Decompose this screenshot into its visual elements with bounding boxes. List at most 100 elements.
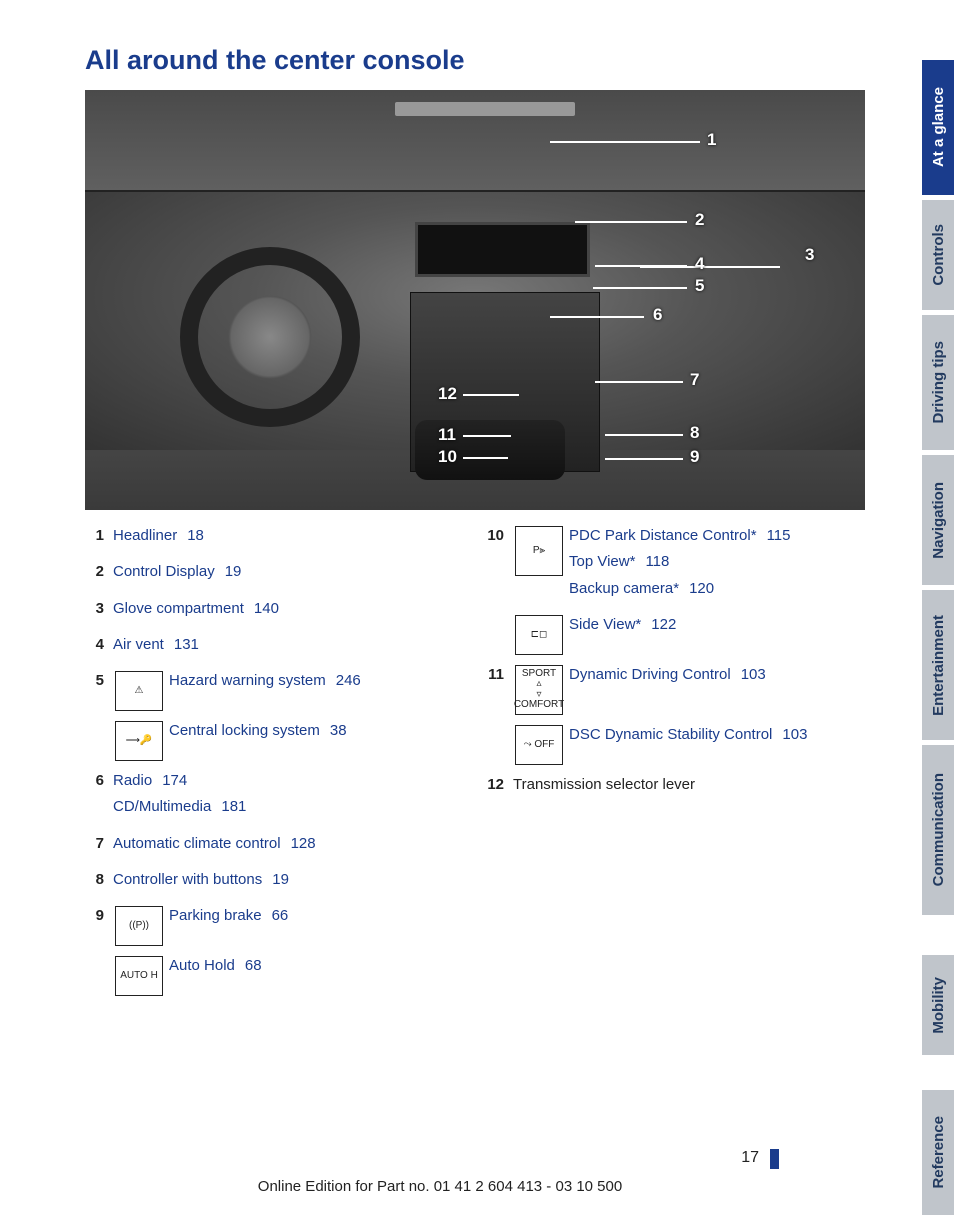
callout-entry[interactable]: PDC Park Distance Control*115 — [569, 526, 865, 546]
section-tab[interactable]: Navigation — [922, 455, 954, 585]
callout-entry[interactable]: Central locking system38 — [169, 721, 465, 741]
callout-item: ⊏◻ Side View*122 — [485, 615, 865, 655]
callout-entry[interactable]: Hazard warning system246 — [169, 671, 465, 691]
tab-label: Driving tips — [930, 341, 947, 424]
callout-entries: Hazard warning system246 — [169, 671, 465, 697]
central-lock-icon: ⟶🔑 — [115, 721, 163, 761]
callout-item: 12Transmission selector lever — [485, 775, 865, 801]
figure-label: 10 — [438, 447, 457, 467]
callout-entries: Radio174 CD/Multimedia181 — [113, 771, 465, 824]
dynamic-drive-icon: SPORT ▵ ▿ COMFORT — [515, 665, 563, 715]
callout-entries: Glove compartment140 — [113, 599, 465, 625]
section-tab[interactable]: Driving tips — [922, 315, 954, 450]
callout-entry: Transmission selector lever — [513, 775, 865, 795]
callout-entry[interactable]: Radio174 — [113, 771, 465, 791]
figure-leader — [593, 287, 687, 289]
tab-label: Communication — [930, 773, 947, 886]
icon-box: ⤳ OFF — [513, 725, 569, 765]
icon-box: AUTO H — [113, 956, 169, 996]
figure-leader — [550, 316, 644, 318]
callout-item: 6Radio174 CD/Multimedia181 — [85, 771, 465, 824]
callout-item: 5⚠Hazard warning system246 — [85, 671, 465, 711]
callout-item: AUTO HAuto Hold68 — [85, 956, 465, 996]
callout-number: 7 — [85, 834, 113, 854]
icon-box: ((P)) — [113, 906, 169, 946]
callout-entry[interactable]: Automatic climate control128 — [113, 834, 465, 854]
callout-number: 10 — [485, 526, 513, 546]
figure-label: 7 — [690, 370, 699, 390]
callout-entry[interactable]: Control Display19 — [113, 562, 465, 582]
tab-label: Controls — [930, 224, 947, 286]
callout-entries: Control Display19 — [113, 562, 465, 588]
figure-label: 6 — [653, 305, 662, 325]
callout-number: 1 — [85, 526, 113, 546]
callout-item: 8Controller with buttons19 — [85, 870, 465, 896]
footer-text: Online Edition for Part no. 01 41 2 604 … — [0, 1178, 880, 1195]
callout-item: 11SPORT ▵ ▿ COMFORT Dynamic Driving Contr… — [485, 665, 865, 715]
icon-box: P⫸ — [513, 526, 569, 576]
callout-item: ⟶🔑 Central locking system38 — [85, 721, 465, 761]
callout-entries: Dynamic Driving Control103 — [569, 665, 865, 691]
callout-entry[interactable]: Headliner18 — [113, 526, 465, 546]
page-title: All around the center console — [85, 45, 865, 76]
callout-number: 12 — [485, 775, 513, 795]
callout-number: 6 — [85, 771, 113, 791]
side-view-icon: ⊏◻ — [515, 615, 563, 655]
tab-label: At a glance — [930, 87, 947, 167]
callout-entries: PDC Park Distance Control*115 Top View*11… — [569, 526, 865, 605]
icon-box: ⊏◻ — [513, 615, 569, 655]
callout-item: 3Glove compartment140 — [85, 599, 465, 625]
callout-entry[interactable]: Top View*118 — [569, 552, 865, 572]
callout-columns: 1Headliner182Control Display193Glove com… — [85, 526, 865, 1006]
callout-entry[interactable]: Dynamic Driving Control103 — [569, 665, 865, 685]
figure-label: 5 — [695, 276, 704, 296]
pdc-icon: P⫸ — [515, 526, 563, 576]
page-number-bar — [770, 1149, 779, 1169]
section-tab[interactable]: Controls — [922, 200, 954, 310]
warning-triangle-icon: ⚠ — [115, 671, 163, 711]
callout-number: 4 — [85, 635, 113, 655]
section-tab[interactable]: Entertainment — [922, 590, 954, 740]
callout-number: 2 — [85, 562, 113, 582]
section-tab[interactable]: Communication — [922, 745, 954, 915]
section-tab[interactable]: Mobility — [922, 955, 954, 1055]
right-callout-column: 10P⫸ PDC Park Distance Control*115 Top Vie… — [485, 526, 865, 1006]
figure-label: 9 — [690, 447, 699, 467]
icon-box: ⚠ — [113, 671, 169, 711]
tab-label: Entertainment — [930, 615, 947, 716]
figure-label: 11 — [438, 425, 456, 445]
callout-item: ⤳ OFF DSC Dynamic Stability Control103 — [485, 725, 865, 765]
figure-leader — [463, 457, 508, 459]
figure-label: 3 — [805, 245, 814, 265]
callout-entry[interactable]: Parking brake66 — [169, 906, 465, 926]
callout-item: 2Control Display19 — [85, 562, 465, 588]
section-tab[interactable]: At a glance — [922, 60, 954, 195]
section-tabs: At a glance Controls Driving tips Navigatio… — [922, 0, 954, 1215]
callout-number: 3 — [85, 599, 113, 619]
callout-entries: Central locking system38 — [169, 721, 465, 747]
parking-brake-icon: ((P)) — [115, 906, 163, 946]
callout-entry[interactable]: Auto Hold68 — [169, 956, 465, 976]
callout-number: 8 — [85, 870, 113, 890]
icon-box: ⟶🔑 — [113, 721, 169, 761]
callout-entries: Air vent131 — [113, 635, 465, 661]
figure-leader — [595, 381, 683, 383]
callout-item: 9((P))Parking brake66 — [85, 906, 465, 946]
callout-entries: Headliner18 — [113, 526, 465, 552]
center-console-figure: 123456789101112 — [85, 90, 865, 510]
callout-entry[interactable]: CD/Multimedia181 — [113, 797, 465, 817]
callout-entry[interactable]: Backup camera*120 — [569, 579, 865, 599]
callout-entry[interactable]: Glove compartment140 — [113, 599, 465, 619]
callout-entry[interactable]: Controller with buttons19 — [113, 870, 465, 890]
dsc-off-icon: ⤳ OFF — [515, 725, 563, 765]
section-tab[interactable]: Reference — [922, 1090, 954, 1215]
callout-entries: Side View*122 — [569, 615, 865, 641]
callout-number: 11 — [485, 665, 513, 685]
tab-label: Navigation — [930, 482, 947, 559]
figure-leader — [550, 141, 700, 143]
callout-entry[interactable]: Side View*122 — [569, 615, 865, 635]
page-number: 17 — [741, 1149, 759, 1167]
callout-entry[interactable]: Air vent131 — [113, 635, 465, 655]
callout-entry[interactable]: DSC Dynamic Stability Control103 — [569, 725, 865, 745]
callout-entries: Transmission selector lever — [513, 775, 865, 801]
